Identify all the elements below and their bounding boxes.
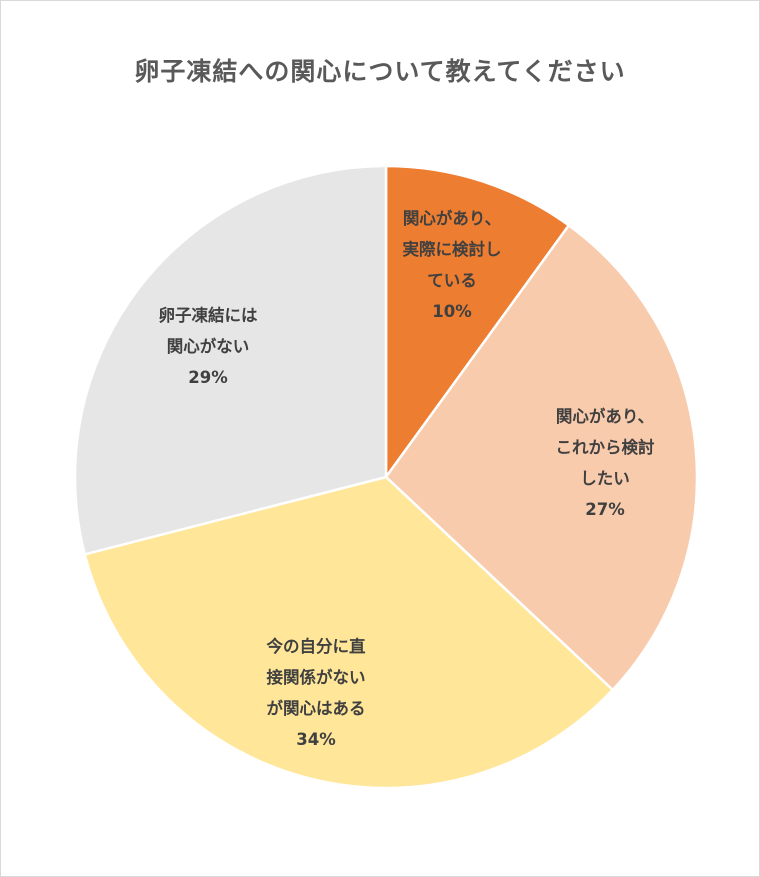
pie-slice-2	[384, 223, 699, 692]
pie-slices	[73, 164, 699, 790]
slice-label-line: 卵子凍結には	[159, 305, 259, 325]
slice-label-1: 関心があり、実際に検討している 10%	[403, 208, 502, 321]
slice-value-label: 29%	[188, 368, 228, 387]
slice-label-line: 関心がない	[167, 336, 250, 356]
slice-label-line: ている	[427, 271, 477, 290]
slice-label-4: 卵子凍結には関心がない 29%	[159, 305, 259, 387]
slice-label-line: 実際に検討し	[403, 239, 502, 259]
pie-slice-4	[73, 164, 388, 556]
slice-label-line: 今の自分に直	[266, 636, 367, 656]
slice-label-line: が関心はある	[267, 698, 366, 718]
pie-slice-3	[83, 475, 615, 790]
slice-label-line: これから検討	[556, 437, 656, 457]
slice-label-3: 今の自分に直接関係がないが関心はある 34%	[266, 636, 367, 749]
slice-label-line: 接関係がない	[267, 667, 366, 687]
slice-label-line: 関心があり、	[556, 406, 654, 426]
slice-value-label: 10%	[432, 302, 472, 321]
pie-labels: 関心があり、実際に検討している 10%関心があり、これから検討したい 27%今の自分…	[159, 208, 656, 749]
slice-label-line: 関心があり、	[403, 208, 501, 228]
chart-title: 卵子凍結への関心について教えてください	[134, 57, 626, 86]
pie-slice-1	[384, 164, 571, 481]
slice-value-label: 34%	[296, 730, 336, 749]
slice-label-2: 関心があり、これから検討したい 27%	[556, 406, 656, 519]
slice-value-label: 27%	[585, 500, 625, 519]
slice-label-line: したい	[580, 469, 630, 488]
